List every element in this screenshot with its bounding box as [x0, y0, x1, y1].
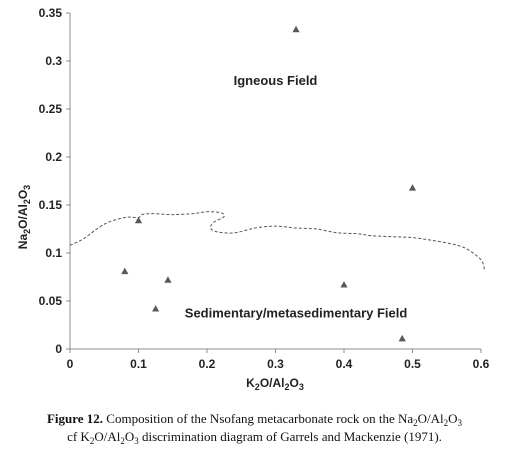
- tick-labels: 0 0.1 0.2 0.3 0.4 0.5 0.6 0 0.05 0.1 0.15 0.2 0.25 0.…: [39, 6, 490, 371]
- y-tick-label: 0.35: [39, 6, 63, 20]
- y-tick-label: 0.2: [45, 150, 62, 164]
- x-axis-label: K2O/Al2O3: [246, 376, 304, 392]
- caption-sub: 3: [134, 436, 139, 446]
- y-tick-label: 0.25: [39, 102, 63, 116]
- axis-label-text: O: [290, 376, 299, 390]
- axis-label-subscript: 2: [22, 229, 32, 234]
- x-tick-label: 0.2: [199, 357, 216, 371]
- x-tick-label: 0.3: [267, 357, 284, 371]
- caption-text-1: Composition of the Nsofang metacarbonate…: [103, 411, 414, 426]
- caption-sub: 2: [413, 418, 418, 428]
- data-point: [340, 281, 348, 288]
- caption-text: O/Al: [417, 411, 444, 426]
- y-tick-label: 0.1: [45, 246, 62, 260]
- x-tick-label: 0.5: [404, 357, 421, 371]
- data-point: [121, 267, 129, 275]
- axis-label-text: O/Al: [260, 376, 285, 390]
- caption-sub: 3: [457, 418, 463, 428]
- field-labels: Igneous Field Sedimentary/metasedimentary…: [185, 73, 408, 320]
- x-tick-label: 0.1: [130, 357, 147, 371]
- data-point: [398, 334, 406, 342]
- y-tick-label: 0.15: [39, 198, 63, 212]
- axis-label-subscript: 2: [22, 199, 32, 204]
- caption-text: O: [124, 429, 135, 444]
- x-tick-label: 0.6: [473, 357, 490, 371]
- axis-label-text: O/Al: [16, 204, 30, 229]
- axis-label-subscript: 2: [255, 382, 260, 392]
- field-annotation: Sedimentary/metasedimentary Field: [185, 305, 408, 320]
- axis-label-subscript: 3: [22, 185, 32, 190]
- figure-caption: Figure 12. Composition of the Nsofang me…: [0, 410, 509, 446]
- axis-label-subscript: 3: [299, 382, 304, 392]
- y-tick-label: 0: [55, 342, 62, 356]
- data-point: [408, 184, 417, 191]
- boundary-line: [69, 211, 485, 270]
- axis-label-subscript: 2: [284, 382, 289, 392]
- axis-label-text: Na: [16, 234, 30, 250]
- caption-text: O: [448, 411, 458, 426]
- data-point: [292, 25, 300, 33]
- caption-sub: 2: [89, 436, 95, 446]
- axis-label-text: O: [16, 190, 30, 199]
- data-point: [164, 276, 172, 283]
- y-tick-label: 0.3: [45, 54, 62, 68]
- caption-text: cf K: [67, 429, 90, 444]
- data-points: [121, 25, 417, 342]
- caption-label: Figure 12.: [46, 411, 104, 426]
- x-tick-label: 0: [67, 357, 74, 371]
- y-tick-label: 0.05: [39, 294, 63, 308]
- axis-label-text: K: [246, 376, 255, 390]
- field-annotation: Igneous Field: [234, 73, 318, 88]
- data-point: [152, 305, 160, 312]
- caption-sub: 2: [443, 418, 449, 428]
- data-point: [134, 216, 143, 224]
- y-axis-label: Na2O/Al2O3: [16, 185, 32, 249]
- caption-text: discrimination diagram of Garrels and Ma…: [138, 429, 442, 444]
- x-tick-label: 0.4: [336, 357, 353, 371]
- caption-sub: 2: [120, 436, 125, 446]
- axes: [66, 12, 482, 353]
- scatter-chart: 0 0.1 0.2 0.3 0.4 0.5 0.6 0 0.05 0.1 0.15 0.2 0.25 0.…: [16, 6, 490, 392]
- caption-text: O/Al: [94, 429, 121, 444]
